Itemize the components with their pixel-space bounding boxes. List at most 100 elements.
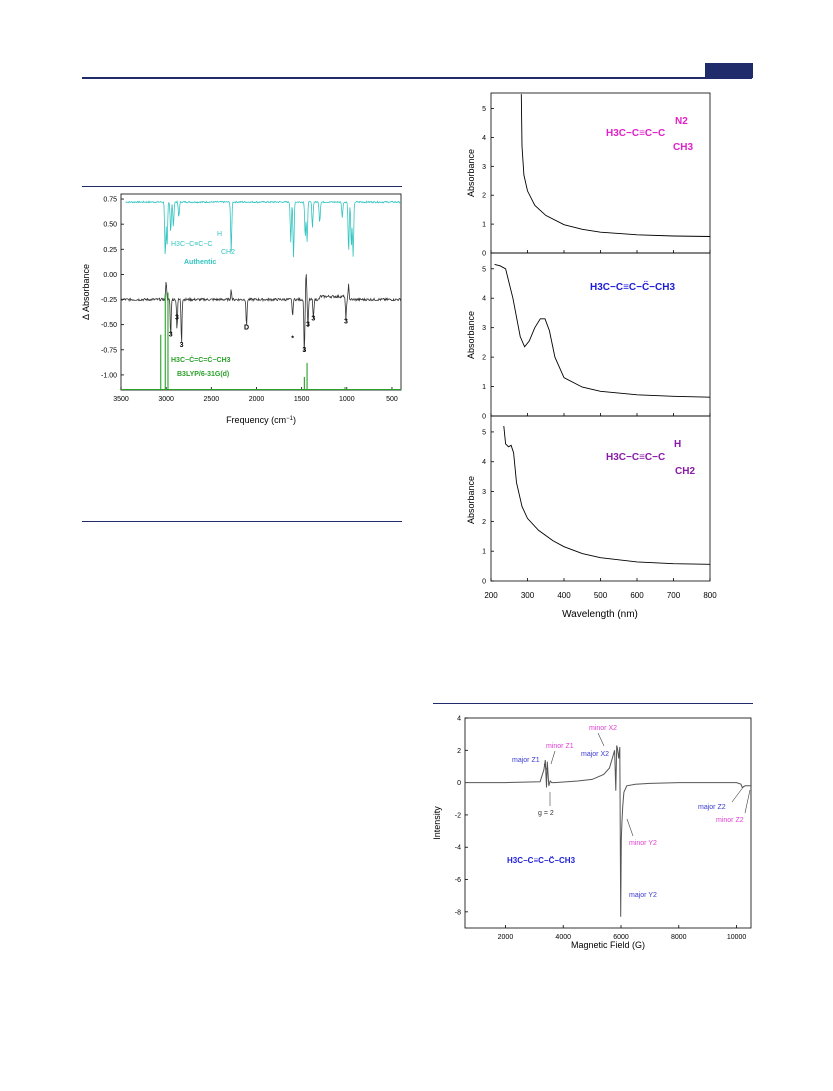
uv-y-tick-label: 4 (482, 296, 486, 303)
ir-x-tick-label: 1500 (294, 396, 310, 403)
epr-x-tick-label: 4000 (555, 934, 571, 941)
uv-y-tick-label: 5 (482, 266, 486, 273)
uv-panel-2-ylabel: Absorbance (466, 311, 476, 359)
ir-series-difference (120, 274, 401, 352)
uv-structure-2-chain: H3C−C≡C−C̈−CH3 (590, 280, 675, 293)
ir-x-tick-label: 2500 (204, 396, 220, 403)
ir-authentic-label: Authentic (184, 259, 216, 266)
uv-x-tick-label: 700 (667, 591, 681, 600)
ir-x-tick-label: 3000 (158, 396, 174, 403)
ir-y-tick-label: -0.50 (101, 322, 117, 329)
ir-y-tick-label: -1.00 (101, 372, 117, 379)
epr-leader-lines (543, 732, 751, 837)
uv-y-tick-label: 3 (482, 325, 486, 332)
ir-x-tick-label: 500 (386, 396, 398, 403)
ir-figure-top-rule (82, 186, 402, 187)
ir-plot-frame (120, 193, 402, 391)
ir-y-tick-label: -0.25 (101, 297, 117, 304)
epr-label-minor-x2: minor X2 (589, 725, 617, 732)
uv-y-tick-label: 5 (482, 429, 486, 436)
epr-spectrum (465, 745, 751, 917)
uv-series-panel-3 (503, 425, 711, 565)
uv-structure-1-chain: H3C−C≡C−C (606, 128, 665, 139)
epr-leader-major-z2 (731, 785, 745, 803)
epr-lines (465, 745, 751, 917)
ir-figure-bottom-rule (82, 521, 402, 522)
ir-y-axis-label: Δ Absorbance (81, 264, 91, 320)
uv-structure-1-n2: N2 (675, 116, 688, 127)
ir-structure-authentic-h: H (217, 231, 222, 238)
uv-x-tick-label: 500 (594, 591, 608, 600)
ir-annotation: D (244, 325, 249, 332)
epr-leader-major-z1 (543, 763, 548, 771)
epr-x-tick-label: 2000 (498, 934, 514, 941)
epr-label-g2: g = 2 (538, 810, 554, 817)
uv-y-tick-label: 2 (482, 193, 486, 200)
uv-y-tick-label: 0 (482, 251, 486, 258)
uv-structure-3-h: H (674, 439, 681, 450)
uv-x-tick-label: 400 (557, 591, 571, 600)
epr-y-tick-label: -2 (455, 812, 461, 819)
ir-annotation: 3 (302, 347, 306, 354)
uv-ticks: 0 1 2 3 4 5 0 1 2 3 4 5 0 1 2 3 4 5 200 300 400 500 600 700 800 (482, 106, 717, 600)
uv-x-tick-label: 600 (630, 591, 644, 600)
uv-lines (494, 94, 711, 565)
uv-y-tick-label: 1 (482, 384, 486, 391)
epr-chart: 2000 4000 6000 8000 10000 4 2 0 -2 -4 -6 -8 Intensi… (432, 716, 752, 950)
epr-leader-minor-z1 (550, 750, 556, 765)
epr-ticks: 2000 4000 6000 8000 10000 4 2 0 -2 -4 -6 -8 (455, 716, 747, 942)
uv-structure-3-chain: H3C−C≡C−C (606, 452, 665, 463)
uv-y-tick-label: 3 (482, 489, 486, 496)
ir-structure-calc: H3C−Ċ=C=Ċ−CH3 B3LYP/6-31G(d) (171, 355, 231, 378)
ir-calc-label: B3LYP/6-31G(d) (177, 371, 229, 378)
header-tab (705, 63, 753, 78)
epr-molecule: H3C−C≡C−C̈−CH3 (507, 856, 576, 865)
uv-series-panel-1 (520, 94, 711, 237)
uv-x-axis-label: Wavelength (nm) (562, 609, 638, 620)
uv-series-panel-2 (494, 263, 711, 398)
uv-structure-1-ch3: CH3 (673, 142, 693, 153)
uv-y-tick-label: 1 (482, 549, 486, 556)
epr-x-tick-label: 8000 (671, 934, 687, 941)
epr-label-major-z1: major Z1 (512, 757, 540, 764)
ir-annotation: 3 (311, 316, 315, 323)
uv-y-tick-label: 2 (482, 355, 486, 362)
ir-annotation: 3 (175, 315, 179, 322)
epr-leader-minor-z2 (744, 789, 751, 814)
uv-structure-3-ch2: CH2 (675, 466, 695, 477)
ir-y-tick-label: 0.75 (103, 197, 117, 204)
ir-annotation: 3 (180, 342, 184, 349)
ir-annotation: 3 (169, 332, 173, 339)
uv-y-tick-label: 2 (482, 519, 486, 526)
epr-label-minor-y2: minor Y2 (629, 840, 657, 847)
epr-leader-minor-y2 (626, 818, 634, 837)
epr-label-major-x2: major X2 (581, 751, 609, 758)
epr-figure-top-rule (433, 703, 753, 704)
epr-label-minor-z1: minor Z1 (546, 743, 574, 750)
ir-y-tick-label: 0.50 (103, 222, 117, 229)
ir-x-tick-label: 2000 (249, 396, 265, 403)
ir-annotation: * (291, 336, 294, 343)
epr-y-tick-label: -6 (455, 877, 461, 884)
ir-structure-calc-formula: H3C−Ċ=C=Ċ−CH3 (171, 355, 231, 364)
uv-structure-3: H3C−C≡C−C H CH2 (606, 439, 695, 477)
ir-y-tick-label: -0.75 (101, 347, 117, 354)
epr-x-tick-label: 6000 (613, 934, 629, 941)
ir-y-tick-label: 0.00 (103, 272, 117, 279)
ir-x-axis-label: Frequency (cm−1) (226, 415, 296, 425)
ir-ticks: 3500 3000 2500 2000 1500 1000 500 0.75 0.50 0.25 0… (101, 197, 398, 403)
epr-label-minor-z2: minor Z2 (716, 817, 744, 824)
uv-y-tick-label: 1 (482, 222, 486, 229)
uv-panel-1-ylabel: Absorbance (466, 149, 476, 197)
uv-y-tick-label: 3 (482, 164, 486, 171)
epr-label-major-y2: major Y2 (629, 892, 657, 899)
ir-x-tick-label: 1000 (339, 396, 355, 403)
uv-structure-2: H3C−C≡C−C̈−CH3 (590, 280, 675, 293)
epr-label-major-z2: major Z2 (698, 804, 726, 811)
uv-x-tick-label: 200 (484, 591, 498, 600)
ir-y-tick-label: 0.25 (103, 247, 117, 254)
ir-annotation: 3 (344, 319, 348, 326)
header-rule (82, 77, 752, 79)
epr-y-tick-label: -8 (455, 909, 461, 916)
